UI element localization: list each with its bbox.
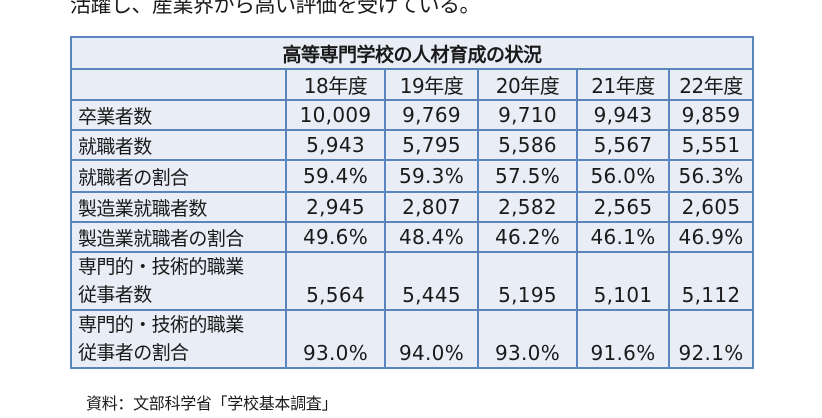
intro-text: 活躍し、産業界から高い評価を受けている。 <box>70 0 481 17</box>
row-label: 就職者の割合 <box>70 159 287 193</box>
table-cell: 9,769 <box>384 99 479 131</box>
table-cell: 46.1% <box>576 221 670 253</box>
row-label-line: 専門的・技術的職業 <box>78 256 244 278</box>
column-header: 22年度 <box>667 68 755 101</box>
table-cell: 5,564 <box>285 251 386 311</box>
column-header: 19年度 <box>384 68 479 101</box>
table-cell: 9,710 <box>477 99 578 131</box>
table-cell: 59.4% <box>285 159 386 193</box>
table-cell: 92.1% <box>667 309 755 369</box>
table-header-row: 18年度 19年度 20年度 21年度 22年度 <box>70 68 755 101</box>
row-label: 専門的・技術的職業 従事者数 <box>70 251 287 311</box>
table-row: 卒業者数 10,009 9,769 9,710 9,943 9,859 <box>70 99 755 131</box>
source-note: 資料：文部科学省「学校基本調査」 <box>86 394 338 413</box>
table-cell: 5,445 <box>384 251 479 311</box>
human-resources-table: 高等専門学校の人材育成の状況 18年度 19年度 20年度 21年度 22年度 … <box>69 36 755 369</box>
table-cell: 5,195 <box>477 251 578 311</box>
table-cell: 2,565 <box>576 191 670 223</box>
table-cell: 93.0% <box>477 309 578 369</box>
table-row: 就職者数 5,943 5,795 5,586 5,567 5,551 <box>70 129 755 161</box>
table-title: 高等専門学校の人材育成の状況 <box>69 36 755 70</box>
table-cell: 2,807 <box>384 191 479 223</box>
table-cell: 5,551 <box>667 129 755 161</box>
header-empty-cell <box>70 68 287 101</box>
table-row: 製造業就職者の割合 49.6% 48.4% 46.2% 46.1% 46.9% <box>70 221 755 253</box>
table-cell: 48.4% <box>384 221 479 253</box>
table-cell: 5,112 <box>667 251 755 311</box>
column-header: 21年度 <box>576 68 670 101</box>
table-row: 就職者の割合 59.4% 59.3% 57.5% 56.0% 56.3% <box>70 159 755 193</box>
row-label: 就職者数 <box>70 129 287 161</box>
table-cell: 10,009 <box>285 99 386 131</box>
table-row: 製造業就職者数 2,945 2,807 2,582 2,565 2,605 <box>70 191 755 223</box>
table-cell: 46.9% <box>667 221 755 253</box>
table-cell: 94.0% <box>384 309 479 369</box>
table-title-row: 高等専門学校の人材育成の状況 <box>69 36 755 70</box>
table-cell: 9,943 <box>576 99 670 131</box>
row-label: 製造業就職者数 <box>70 191 287 223</box>
row-label-line: 従事者数 <box>78 284 152 306</box>
table-cell: 57.5% <box>477 159 578 193</box>
table-cell: 56.3% <box>667 159 755 193</box>
table-cell: 56.0% <box>576 159 670 193</box>
table-row: 専門的・技術的職業 従事者の割合 93.0% 94.0% 93.0% 91.6%… <box>70 309 755 369</box>
table-cell: 59.3% <box>384 159 479 193</box>
table-cell: 5,586 <box>477 129 578 161</box>
row-label-line: 専門的・技術的職業 <box>78 314 244 336</box>
table-cell: 2,582 <box>477 191 578 223</box>
table-cell: 5,101 <box>576 251 670 311</box>
table-cell: 2,605 <box>667 191 755 223</box>
table-cell: 5,795 <box>384 129 479 161</box>
table-cell: 5,943 <box>285 129 386 161</box>
table-cell: 93.0% <box>285 309 386 369</box>
table-row: 専門的・技術的職業 従事者数 5,564 5,445 5,195 5,101 5… <box>70 251 755 311</box>
row-label-line: 従事者の割合 <box>78 342 189 364</box>
table-cell: 91.6% <box>576 309 670 369</box>
row-label: 卒業者数 <box>70 99 287 131</box>
table-cell: 49.6% <box>285 221 386 253</box>
table-cell: 9,859 <box>667 99 755 131</box>
table-cell: 46.2% <box>477 221 578 253</box>
column-header: 20年度 <box>477 68 578 101</box>
row-label: 専門的・技術的職業 従事者の割合 <box>70 309 287 369</box>
table-cell: 5,567 <box>576 129 670 161</box>
table-cell: 2,945 <box>285 191 386 223</box>
row-label: 製造業就職者の割合 <box>70 221 287 253</box>
column-header: 18年度 <box>285 68 386 101</box>
